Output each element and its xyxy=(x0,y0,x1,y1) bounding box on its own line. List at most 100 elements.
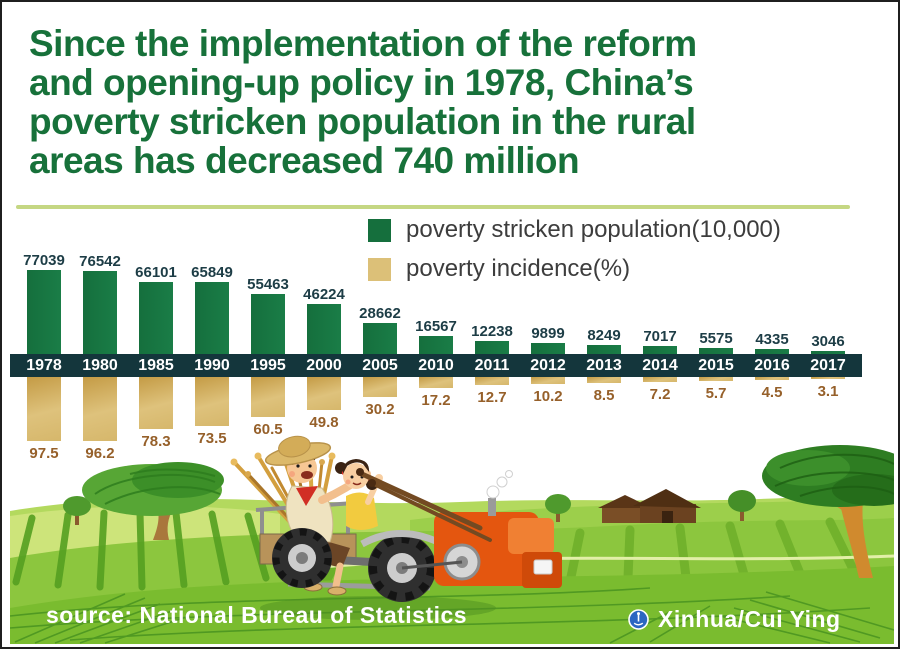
small-tree xyxy=(545,494,571,522)
year-label: 2014 xyxy=(642,357,678,374)
credit-text: Xinhua/Cui Ying xyxy=(658,606,841,632)
population-value-label: 7017 xyxy=(643,328,677,346)
xinhua-logo-icon xyxy=(628,609,649,630)
chart-column: 65849 1990 73.5 xyxy=(184,250,240,480)
incidence-value-label: 4.5 xyxy=(761,384,783,401)
incidence-column: 78.3 xyxy=(139,377,173,480)
year-axis-band xyxy=(10,354,862,377)
year-label: 1980 xyxy=(82,357,118,374)
legend-item-population: poverty stricken population(10,000) xyxy=(368,216,781,244)
legend-label: poverty stricken population(10,000) xyxy=(406,216,781,243)
population-bar xyxy=(587,345,621,354)
incidence-column: 12.7 xyxy=(475,377,509,480)
tractor-engine xyxy=(360,470,562,588)
population-bar xyxy=(811,350,845,354)
incidence-bar xyxy=(27,377,61,442)
photo-credit: Xinhua/Cui Ying xyxy=(628,606,841,633)
title-line: poverty stricken population in the rural xyxy=(29,101,696,142)
population-bar xyxy=(27,270,61,354)
population-value-label: 46224 xyxy=(303,285,345,303)
incidence-value-label: 78.3 xyxy=(141,432,171,450)
incidence-column: 10.2 xyxy=(531,377,565,480)
chart-column: 3046 2017 3.1 xyxy=(800,250,856,480)
population-value-label: 12238 xyxy=(471,322,513,340)
incidence-column: 30.2 xyxy=(363,377,397,480)
population-column: 5575 xyxy=(699,250,733,354)
incidence-value-label: 3.1 xyxy=(817,383,839,400)
population-bar xyxy=(419,335,453,354)
chart-column: 76542 1980 96.2 xyxy=(72,250,128,480)
year-label: 2010 xyxy=(418,357,454,374)
year-label: 2015 xyxy=(698,357,734,374)
incidence-bar xyxy=(643,377,677,382)
year-label: 2011 xyxy=(474,357,510,374)
population-value-label: 3046 xyxy=(811,332,845,350)
incidence-column: 7.2 xyxy=(643,377,677,480)
population-column: 4335 xyxy=(755,250,789,354)
year-label: 1978 xyxy=(26,357,62,374)
incidence-column: 96.2 xyxy=(83,377,117,480)
incidence-bar xyxy=(251,377,285,417)
incidence-column: 4.5 xyxy=(755,377,789,480)
chart-column: 77039 1978 97.5 xyxy=(16,250,72,480)
population-column: 65849 xyxy=(191,250,233,354)
incidence-legend-swatch xyxy=(368,257,391,281)
population-bar xyxy=(363,322,397,354)
year-label: 1985 xyxy=(138,357,174,374)
incidence-column: 60.5 xyxy=(251,377,285,480)
population-value-label: 76542 xyxy=(79,252,121,270)
page-title: Since the implementation of the reform a… xyxy=(29,24,889,180)
population-column: 46224 xyxy=(303,250,345,354)
poverty-bar-chart: 77039 1978 97.5 76542 1980 96.2 66101 1985 78.3 6… xyxy=(10,250,862,480)
title-line: areas has decreased 740 million xyxy=(29,140,580,181)
chart-column: 7017 2014 7.2 xyxy=(632,250,688,480)
population-value-label: 55463 xyxy=(247,275,289,293)
population-bar xyxy=(699,347,733,354)
incidence-bar xyxy=(531,377,565,384)
population-bar xyxy=(139,281,173,354)
population-column: 3046 xyxy=(811,250,845,354)
population-value-label: 66101 xyxy=(135,263,177,281)
year-label: 2000 xyxy=(306,357,342,374)
population-column: 28662 xyxy=(359,250,401,354)
population-bar xyxy=(643,346,677,354)
incidence-bar xyxy=(419,377,453,389)
population-bar xyxy=(307,303,341,354)
incidence-column: 73.5 xyxy=(195,377,229,480)
population-legend-swatch xyxy=(368,218,391,242)
chart-column: 5575 2015 5.7 xyxy=(688,250,744,480)
incidence-column: 17.2 xyxy=(419,377,453,480)
population-column: 7017 xyxy=(643,250,677,354)
population-value-label: 5575 xyxy=(699,329,733,347)
legend-label: poverty incidence(%) xyxy=(406,255,631,282)
year-label: 2005 xyxy=(362,357,398,374)
population-column: 12238 xyxy=(471,250,513,354)
population-bar xyxy=(755,349,789,354)
chart-columns: 77039 1978 97.5 76542 1980 96.2 66101 1985 78.3 6… xyxy=(10,250,862,480)
field-row-stripes-left xyxy=(12,509,270,591)
population-bar xyxy=(251,293,285,354)
tractor-illustration xyxy=(230,435,562,620)
year-label: 2017 xyxy=(810,357,846,374)
incidence-column: 49.8 xyxy=(307,377,341,480)
incidence-bar xyxy=(755,377,789,380)
chart-column: 16567 2010 17.2 xyxy=(408,250,464,480)
incidence-value-label: 73.5 xyxy=(197,429,227,447)
chart-column: 4335 2016 4.5 xyxy=(744,250,800,480)
population-value-label: 8249 xyxy=(587,327,621,344)
incidence-bar xyxy=(587,377,621,383)
big-left-tree xyxy=(82,462,224,540)
source-attribution: source: National Bureau of Statistics xyxy=(46,602,468,628)
legend-item-incidence: poverty incidence(%) xyxy=(368,255,781,283)
incidence-value-label: 8.5 xyxy=(593,386,615,404)
countryside-illustration xyxy=(10,435,894,644)
population-column: 55463 xyxy=(247,250,289,354)
small-tree xyxy=(63,496,91,525)
chart-legend: poverty stricken population(10,000) pove… xyxy=(368,216,781,283)
handlebar xyxy=(356,468,492,542)
year-label: 1990 xyxy=(194,357,230,374)
incidence-bar xyxy=(139,377,173,429)
population-column: 76542 xyxy=(79,250,121,354)
incidence-column: 97.5 xyxy=(27,377,61,480)
incidence-column: 8.5 xyxy=(587,377,621,480)
